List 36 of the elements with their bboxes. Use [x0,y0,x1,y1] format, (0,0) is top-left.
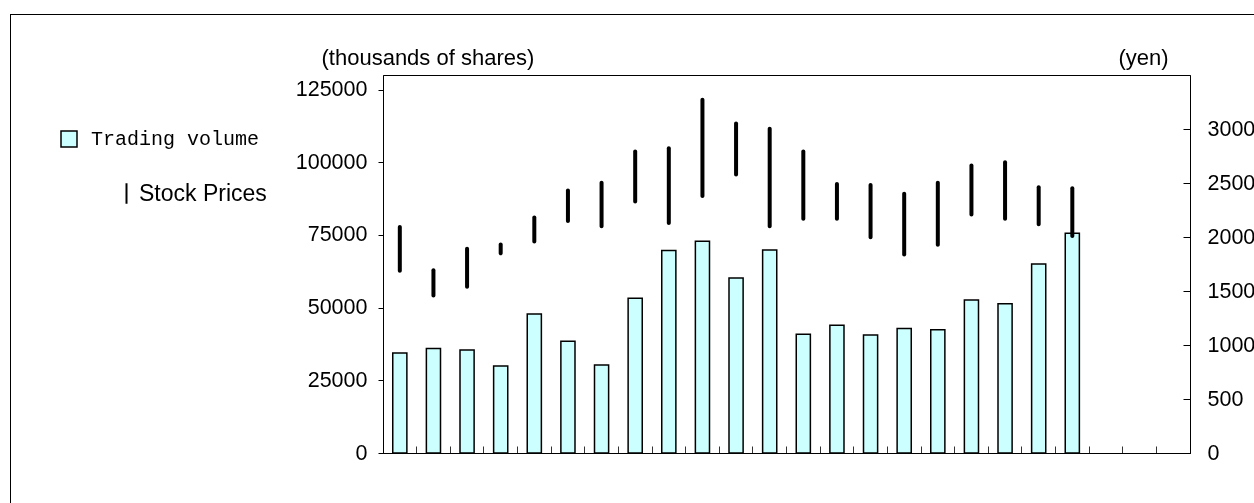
bar [767,126,772,229]
y-tick-label: 75000 [307,222,368,247]
bar [902,191,907,257]
bar [700,97,705,199]
bar [935,180,940,247]
y-tick-label: 125000 [295,77,368,102]
y2-tick-label: 500 [1207,386,1244,411]
y2-tick-label: 2000 [1207,224,1254,249]
legend-label: Stock Prices [139,179,267,206]
bar [397,225,402,273]
y2-tick-label: 1000 [1207,332,1254,357]
y-axis-title: (thousands of shares) [321,44,535,70]
bar [734,121,739,177]
bar [633,149,638,204]
y2-axis-title: (yen) [1118,44,1169,70]
y2-tick-label: 1500 [1207,278,1254,303]
y2-tick-label: 0 [1207,440,1220,465]
bar [969,163,974,217]
bar [532,215,537,244]
y2-tick-label: 3000 [1207,116,1254,141]
y-tick-label: 100000 [295,149,368,174]
bar [431,268,436,298]
legend-label: Trading volume [91,128,260,151]
y-tick-label: 0 [355,440,368,465]
bar [666,146,671,226]
bar [1003,160,1008,221]
y2-tick-label: 2500 [1207,170,1254,195]
bar [801,149,806,221]
bar [868,183,873,240]
bar [465,246,470,289]
bar [1036,185,1041,227]
y-tick-label: 50000 [307,295,368,320]
bar [834,181,839,221]
y-tick-label: 25000 [307,367,368,392]
bar [599,180,604,229]
bar [565,188,570,223]
